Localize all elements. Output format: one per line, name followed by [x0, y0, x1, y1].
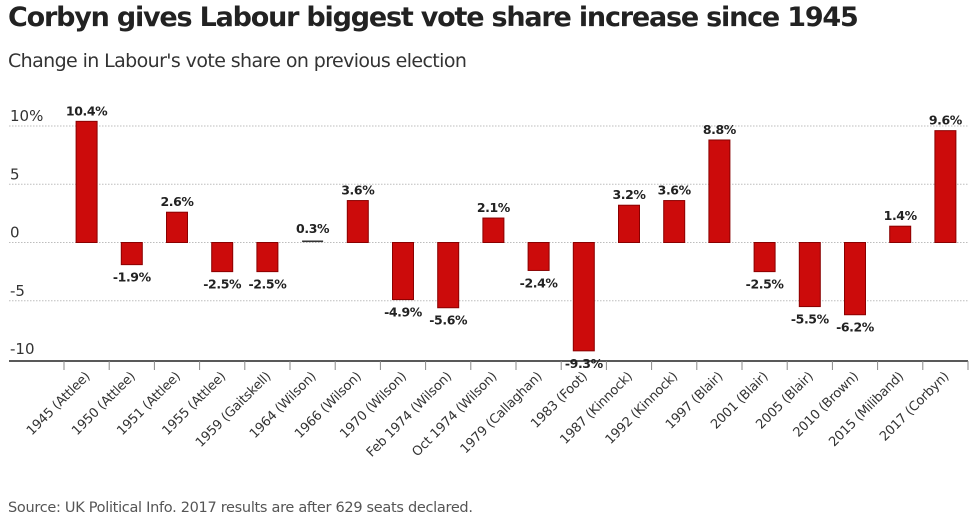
data-label: 3.6%	[658, 183, 692, 198]
y-axis: 10% 5 0 -5 -10	[10, 107, 43, 358]
data-label: 2.1%	[477, 200, 511, 215]
x-tick-label: Feb 1974 (Wilson)	[364, 369, 455, 460]
data-label: 1.4%	[884, 208, 918, 223]
data-label: 3.2%	[612, 187, 646, 202]
bar	[527, 242, 550, 271]
data-label: -2.5%	[248, 277, 287, 292]
bar	[392, 242, 414, 301]
data-label: -2.5%	[203, 277, 242, 292]
bar	[120, 242, 143, 266]
data-label: 2.6%	[160, 194, 194, 209]
bar	[166, 211, 188, 244]
bar	[708, 139, 731, 243]
bar	[663, 200, 686, 243]
data-label: -4.9%	[384, 305, 423, 320]
bar-chart: 10% 5 0 -5 -10 10.4% -1.9% 2.6% -2.5% -2.5% 0.3% 3…	[9, 103, 969, 460]
chart-subtitle: Change in Labour's vote share on previou…	[8, 50, 467, 72]
data-label: 10.4%	[66, 103, 108, 118]
bar	[211, 242, 234, 273]
bar	[75, 120, 98, 243]
data-label: -6.2%	[836, 320, 875, 335]
data-label: -5.6%	[429, 313, 468, 328]
data-label: -1.9%	[113, 270, 152, 285]
y-tick-label: 5	[10, 165, 20, 183]
bar	[798, 242, 821, 308]
bar	[753, 242, 776, 273]
bar	[889, 225, 912, 244]
bar	[618, 204, 640, 243]
chart-title: Corbyn gives Labour biggest vote share i…	[8, 2, 859, 33]
x-axis: 1945 (Attlee)1950 (Attlee)1951 (Attlee)1…	[9, 360, 969, 460]
data-label: 9.6%	[929, 113, 963, 128]
bar	[256, 242, 279, 273]
bar	[844, 242, 866, 316]
data-label: -2.4%	[520, 275, 559, 290]
data-label: -5.5%	[791, 312, 830, 327]
data-label: -9.3%	[565, 356, 604, 371]
y-tick-label: -10	[10, 340, 35, 358]
y-tick-label: 0	[10, 224, 20, 242]
x-tick-label: Oct 1974 (Wilson)	[409, 369, 500, 460]
data-label: 0.3%	[296, 221, 330, 236]
y-tick-label: 10%	[10, 107, 43, 125]
bar	[482, 217, 505, 244]
bars	[75, 120, 957, 352]
data-labels: 10.4% -1.9% 2.6% -2.5% -2.5% 0.3% 3.6% -4.9% -5.…	[66, 103, 963, 371]
bar	[437, 242, 460, 309]
bar	[572, 242, 595, 352]
data-label: -2.5%	[746, 277, 785, 292]
x-tick-label: 1979 (Callaghan)	[458, 369, 546, 457]
data-label: 3.6%	[341, 183, 375, 198]
bar	[934, 130, 957, 243]
bar	[302, 240, 324, 243]
source-note: Source: UK Political Info. 2017 results …	[8, 500, 473, 516]
bar	[346, 200, 369, 243]
data-label: 8.8%	[703, 122, 737, 137]
y-tick-label: -5	[10, 282, 25, 300]
